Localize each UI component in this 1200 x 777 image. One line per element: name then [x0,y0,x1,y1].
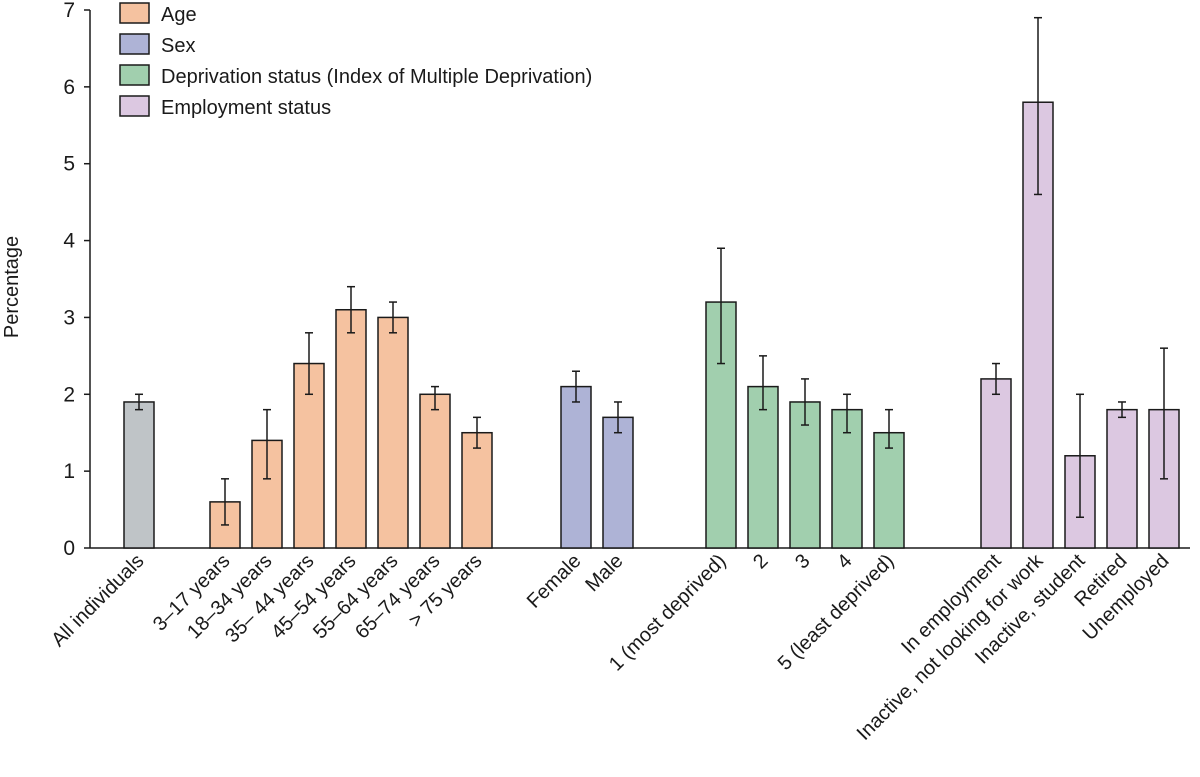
y-tick-label: 2 [63,383,75,406]
category-label: Female [523,550,586,613]
category-label: 2 [749,550,772,573]
legend: Age Sex Deprivation status (Index of Multi… [119,2,592,119]
bar [602,416,634,549]
y-axis-label: Percentage [1,236,23,338]
bar [461,431,493,549]
bar [377,316,409,549]
bar [335,308,367,549]
bar [560,385,592,549]
bar [1106,408,1138,549]
bar [419,393,451,549]
legend-swatch [119,2,150,24]
legend-label: Age [161,4,197,26]
legend-swatch [119,95,150,117]
y-tick-label: 3 [63,306,75,329]
y-tick-label: 7 [63,0,75,22]
legend-swatch [119,64,150,86]
legend-label: Sex [161,35,195,57]
y-tick-label: 6 [63,76,75,99]
y-tick-label: 1 [63,460,75,483]
bar [705,301,737,549]
category-label: All individuals [47,550,148,651]
bars [123,16,1180,549]
category-label: Male [581,550,627,596]
category-label: 3 [791,550,814,573]
bar [789,401,821,549]
bar [873,431,905,549]
bar [123,401,155,549]
legend-swatch [119,33,150,55]
category-label: 4 [833,550,856,573]
legend-label: Deprivation status (Index of Multiple De… [161,66,592,88]
legend-label: Employment status [161,97,331,119]
category-label: 5 (least deprived) [774,550,899,675]
y-tick-label: 5 [63,153,75,176]
y-tick-label: 4 [63,230,75,253]
bar [980,378,1012,549]
y-tick-label: 0 [63,537,75,560]
bar [747,385,779,549]
